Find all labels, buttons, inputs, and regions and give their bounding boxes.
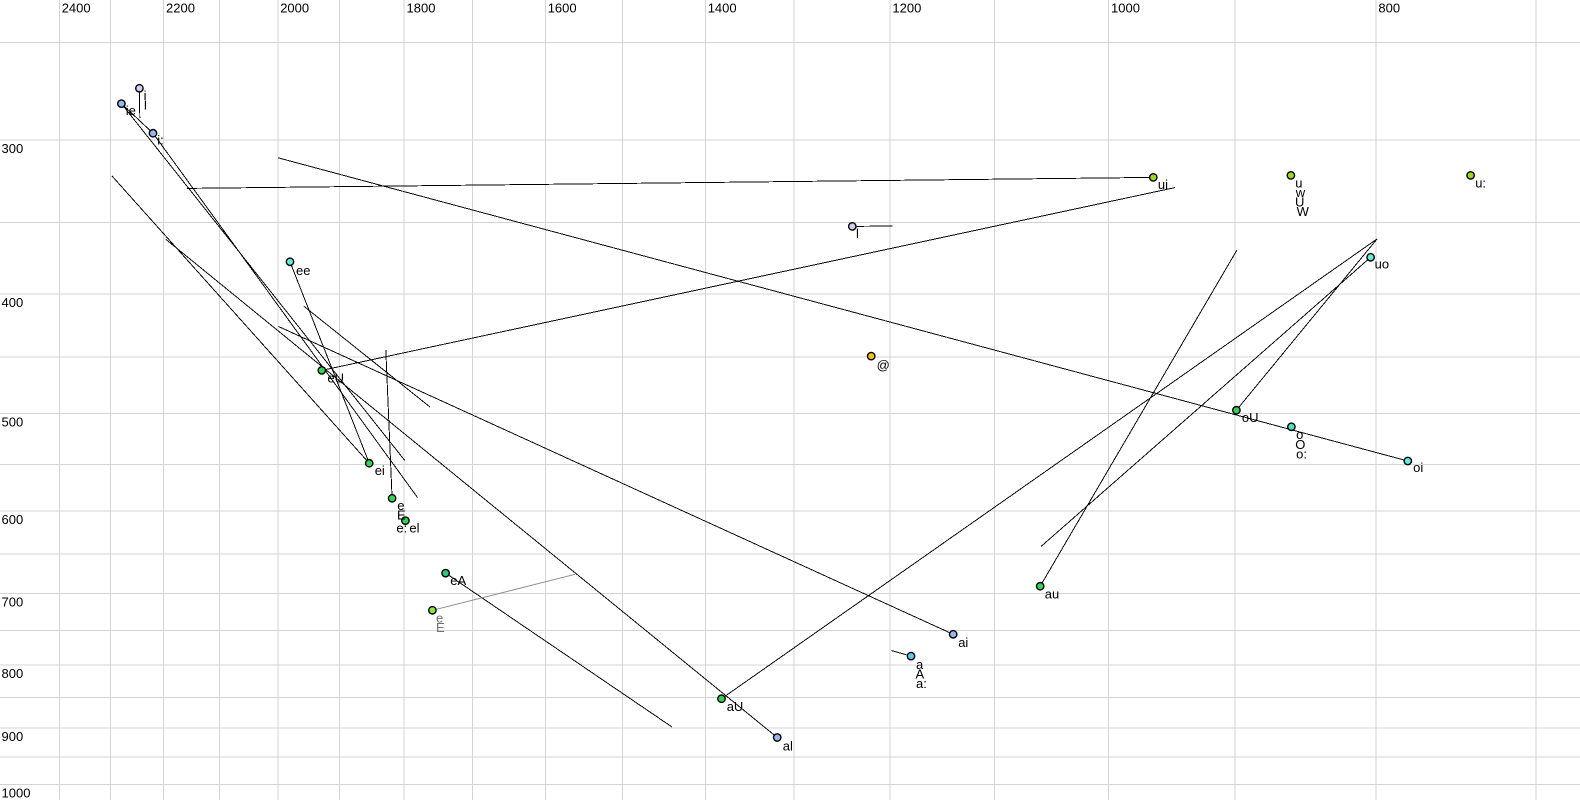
svg-text:u:: u: bbox=[1475, 175, 1486, 190]
svg-text:el: el bbox=[409, 520, 419, 535]
svg-text:o:: o: bbox=[1296, 446, 1307, 461]
svg-text:ui: ui bbox=[1158, 177, 1168, 192]
svg-text:ie: ie bbox=[126, 103, 136, 118]
svg-text:e:: e: bbox=[396, 520, 407, 535]
svg-text:a:: a: bbox=[916, 676, 927, 691]
svg-text:600: 600 bbox=[2, 512, 24, 527]
svg-text:300: 300 bbox=[2, 141, 24, 156]
svg-text:@: @ bbox=[877, 358, 890, 373]
svg-text:uo: uo bbox=[1375, 257, 1389, 272]
svg-text:2200: 2200 bbox=[166, 0, 195, 15]
svg-text:ai: ai bbox=[958, 635, 968, 650]
svg-text:E: E bbox=[436, 620, 445, 635]
svg-text:eA: eA bbox=[450, 573, 466, 588]
svg-text:1000: 1000 bbox=[1111, 0, 1140, 15]
svg-text:400: 400 bbox=[2, 295, 24, 310]
svg-text:800: 800 bbox=[1378, 0, 1400, 15]
svg-text:2000: 2000 bbox=[280, 0, 309, 15]
svg-text:1600: 1600 bbox=[548, 0, 577, 15]
svg-text:W: W bbox=[1297, 204, 1310, 219]
svg-text:1000: 1000 bbox=[2, 785, 31, 800]
svg-text:I: I bbox=[144, 98, 148, 113]
svg-text:ei: ei bbox=[375, 463, 385, 478]
svg-text:900: 900 bbox=[2, 729, 24, 744]
svg-text:al: al bbox=[783, 738, 793, 753]
svg-text:700: 700 bbox=[2, 595, 24, 610]
svg-text:800: 800 bbox=[2, 666, 24, 681]
svg-text:i:: i: bbox=[157, 133, 164, 148]
svg-text:oi: oi bbox=[1413, 460, 1423, 475]
svg-text:ee: ee bbox=[296, 263, 310, 278]
svg-text:1400: 1400 bbox=[708, 0, 737, 15]
svg-text:aU: aU bbox=[727, 699, 744, 714]
svg-text:eU: eU bbox=[327, 370, 344, 385]
svg-text:1200: 1200 bbox=[892, 0, 921, 15]
svg-text:500: 500 bbox=[2, 415, 24, 430]
svg-text:2400: 2400 bbox=[62, 0, 91, 15]
svg-text:l: l bbox=[856, 226, 859, 241]
svg-text:au: au bbox=[1045, 586, 1059, 601]
svg-text:oU: oU bbox=[1242, 410, 1259, 425]
svg-text:1800: 1800 bbox=[407, 0, 436, 15]
